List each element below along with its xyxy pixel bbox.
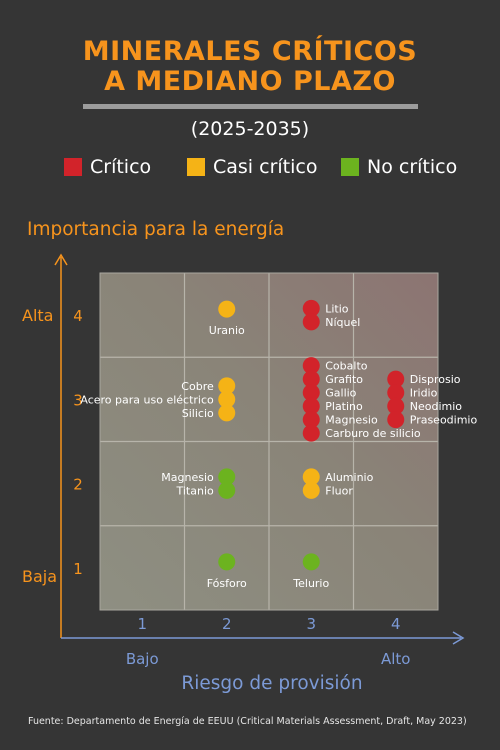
y-axis-title: Importancia para la energía — [27, 219, 284, 240]
data-label: Gallio — [325, 387, 356, 400]
data-label: Neodimio — [410, 400, 463, 413]
legend-swatch-critico — [64, 158, 82, 176]
x-tick-label: 2 — [222, 615, 232, 633]
data-label: Praseodimio — [410, 414, 478, 427]
y-tick-label: 1 — [73, 560, 83, 578]
data-point — [302, 357, 320, 375]
data-point — [302, 481, 320, 499]
data-point — [302, 468, 320, 486]
data-label: Cobre — [181, 380, 214, 393]
data-point — [302, 384, 320, 402]
x-axis-arrow — [452, 631, 465, 645]
data-label: Grafito — [325, 373, 363, 386]
legend-label-critico: Crítico — [90, 156, 152, 178]
x-tick-label: 4 — [391, 615, 401, 633]
legend-item-casi-critico: Casi crítico — [187, 156, 317, 178]
title-line-2: A MEDIANO PLAZO — [104, 66, 396, 97]
y-axis-arrow — [54, 253, 68, 266]
data-point — [302, 313, 320, 331]
data-point — [218, 377, 236, 395]
data-label: Telurio — [292, 577, 329, 590]
data-label: Uranio — [209, 324, 245, 337]
data-label: Aluminio — [325, 471, 373, 484]
source-note: Fuente: Departamento de Energía de EEUU … — [28, 716, 467, 727]
chart-svg: Importancia para la energía Riesgo de pro… — [22, 219, 478, 694]
data-point — [218, 390, 236, 408]
data-point — [218, 300, 236, 318]
x-tick-label: 3 — [306, 615, 316, 633]
x-end-label-low: Bajo — [126, 650, 159, 668]
data-label: Disprosio — [410, 373, 461, 386]
data-point — [302, 424, 320, 442]
legend-swatch-no-critico — [341, 158, 359, 176]
data-point — [218, 553, 236, 571]
data-point — [302, 411, 320, 429]
data-label: Iridio — [410, 387, 438, 400]
x-tick-label: 1 — [137, 615, 147, 633]
data-label: Níquel — [325, 316, 360, 329]
period-label: (2025-2035) — [190, 118, 310, 140]
data-point — [387, 370, 405, 388]
title-line-1: MINERALES CRÍTICOS — [82, 36, 418, 67]
data-label: Titanio — [176, 484, 215, 497]
data-label: Carburo de silicio — [325, 427, 421, 440]
data-point — [302, 553, 320, 571]
legend-label-no-critico: No crítico — [367, 156, 458, 178]
legend-swatch-casi-critico — [187, 158, 205, 176]
legend-label-casi-critico: Casi crítico — [213, 156, 318, 178]
y-tick-label: 4 — [73, 307, 83, 325]
data-point — [387, 384, 405, 402]
data-point — [218, 481, 236, 499]
y-tick-label: 3 — [73, 391, 83, 409]
legend-item-no-critico: No crítico — [341, 156, 457, 178]
data-point — [302, 397, 320, 415]
data-point — [302, 299, 320, 317]
data-label: Fósforo — [207, 577, 247, 590]
data-point — [218, 404, 236, 422]
data-label: Magnesio — [161, 471, 214, 484]
y-end-label-low: Baja — [22, 567, 57, 586]
data-label: Litio — [325, 302, 349, 315]
plot-border — [99, 272, 439, 611]
data-point — [218, 468, 236, 486]
data-label: Cobalto — [325, 360, 368, 373]
y-end-label-high: Alta — [22, 306, 53, 325]
data-point — [387, 397, 405, 415]
title-divider — [83, 104, 418, 109]
data-label: Platino — [325, 400, 363, 413]
x-end-label-high: Alto — [381, 650, 411, 668]
data-label: Fluor — [325, 484, 353, 497]
x-axis-title: Riesgo de provisión — [181, 673, 362, 694]
legend-item-critico: Crítico — [64, 156, 151, 178]
data-point — [302, 370, 320, 388]
y-tick-label: 2 — [73, 476, 83, 494]
data-label: Acero para uso eléctrico — [80, 393, 214, 406]
data-label: Silicio — [182, 407, 214, 420]
data-label: Magnesio — [325, 414, 378, 427]
data-point — [387, 411, 405, 429]
